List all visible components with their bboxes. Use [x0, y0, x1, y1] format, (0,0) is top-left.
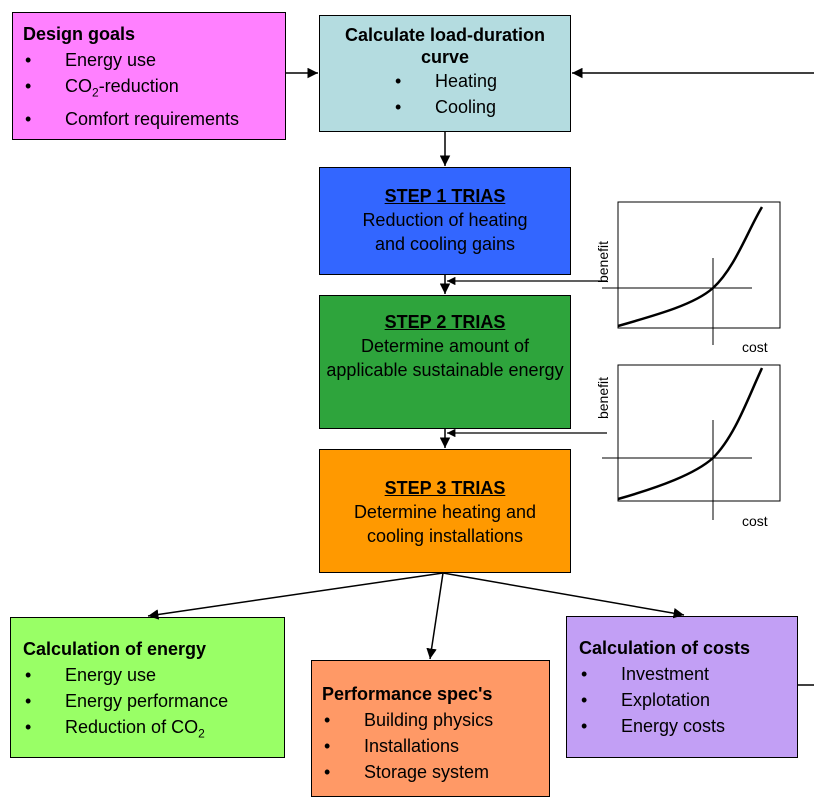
- design-goals-item-co2-reduction: CO2-reduction: [23, 73, 285, 106]
- calculation-of-costs-title: Calculation of costs: [579, 638, 751, 658]
- perf-specs-item-building-physics: Building physics: [322, 707, 549, 733]
- graph2-curve: [617, 367, 764, 501]
- graph2-y-label: benefit: [595, 377, 611, 419]
- benefit-cost-graph-2: benefit cost: [595, 364, 781, 529]
- design-goals-item-comfort: Comfort requirements: [23, 106, 285, 132]
- graph2-x-label: cost: [742, 513, 768, 529]
- calculation-of-costs-box: Calculation of costs Investment Explotat…: [566, 616, 798, 758]
- step1-text: Reduction of heating and cooling gains: [362, 210, 528, 254]
- calc-costs-item-explotation: Explotation: [579, 687, 797, 713]
- load-duration-box: Calculate load-duration curve Heating Co…: [319, 15, 571, 132]
- performance-specs-title: Performance spec's: [322, 684, 493, 704]
- step1-title: STEP 1 TRIAS: [384, 186, 506, 206]
- calculation-of-energy-box: Calculation of energy Energy use Energy …: [10, 617, 285, 758]
- step3-box: STEP 3 TRIAS Determine heating and cooli…: [319, 449, 571, 573]
- calc-energy-item-energy-performance: Energy performance: [23, 688, 284, 714]
- calc-costs-item-energy-costs: Energy costs: [579, 713, 797, 739]
- arrow-step3-to-calc-energy: [147, 572, 444, 620]
- step3-text: Determine heating and cooling installati…: [353, 502, 537, 546]
- step2-text: Determine amount of applicable sustainab…: [326, 336, 564, 380]
- step2-box: STEP 2 TRIAS Determine amount of applica…: [319, 295, 571, 429]
- load-duration-item-cooling: Cooling: [393, 94, 497, 120]
- calculation-of-energy-title: Calculation of energy: [23, 639, 207, 659]
- calc-energy-item-reduction-co2: Reduction of CO2: [23, 714, 284, 747]
- design-goals-item-energy-use: Energy use: [23, 47, 285, 73]
- design-goals-title: Design goals: [23, 24, 136, 44]
- perf-specs-item-storage-system: Storage system: [322, 759, 549, 785]
- step3-title: STEP 3 TRIAS: [384, 478, 506, 498]
- calc-costs-item-investment: Investment: [579, 661, 797, 687]
- step2-title: STEP 2 TRIAS: [384, 312, 506, 332]
- calc-energy-item-energy-use: Energy use: [23, 662, 284, 688]
- graph2-frame: [617, 364, 781, 502]
- performance-specs-box: Performance spec's Building physics Inst…: [311, 660, 550, 797]
- design-goals-box: Design goals Energy use CO2-reduction Co…: [12, 12, 286, 140]
- graph1-x-label: cost: [742, 339, 768, 355]
- perf-specs-item-installations: Installations: [322, 733, 549, 759]
- arrow-step3-to-calc-costs: [442, 572, 685, 619]
- step1-box: STEP 1 TRIAS Reduction of heating and co…: [319, 167, 571, 275]
- arrow-step3-to-performance-specs: [426, 572, 444, 660]
- load-duration-item-heating: Heating: [393, 68, 497, 94]
- graph1-y-label: benefit: [595, 241, 611, 283]
- graph1-curve: [617, 206, 764, 328]
- benefit-cost-graph-1: benefit cost: [595, 201, 781, 355]
- load-duration-title: Calculate load-duration curve: [344, 25, 546, 67]
